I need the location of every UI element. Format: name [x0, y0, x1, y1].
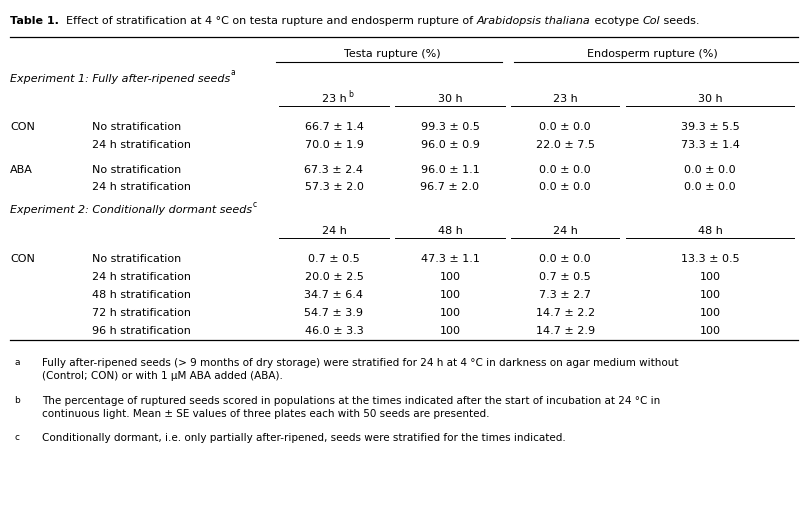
Point	[500, 103, 510, 109]
Text: 23 h: 23 h	[322, 94, 346, 104]
Text: ecotype: ecotype	[590, 16, 642, 27]
Text: 100: 100	[439, 326, 461, 336]
Text: a: a	[230, 68, 235, 78]
Text: 48 h: 48 h	[438, 226, 462, 236]
Text: 24 h: 24 h	[553, 226, 578, 236]
Text: 66.7 ± 1.4: 66.7 ± 1.4	[305, 122, 363, 132]
Text: CON: CON	[10, 254, 35, 264]
Text: 0.0 ± 0.0: 0.0 ± 0.0	[684, 182, 736, 193]
Text: No stratification: No stratification	[92, 254, 182, 264]
Text: 57.3 ± 2.0: 57.3 ± 2.0	[305, 182, 363, 193]
Text: 0.0 ± 0.0: 0.0 ± 0.0	[539, 122, 591, 132]
Text: 48 h stratification: 48 h stratification	[92, 290, 191, 300]
Text: Fully after-ripened seeds (> 9 months of dry storage) were stratified for 24 h a: Fully after-ripened seeds (> 9 months of…	[42, 358, 678, 381]
Text: 96.7 ± 2.0: 96.7 ± 2.0	[421, 182, 479, 193]
Text: 24 h: 24 h	[322, 226, 346, 236]
Point	[790, 235, 799, 241]
Point	[506, 103, 516, 109]
Text: 0.7 ± 0.5: 0.7 ± 0.5	[539, 272, 591, 282]
Text: Conditionally dormant, i.e. only partially after-ripened, seeds were stratified : Conditionally dormant, i.e. only partial…	[42, 433, 566, 444]
Text: 0.0 ± 0.0: 0.0 ± 0.0	[684, 165, 736, 175]
Text: 24 h stratification: 24 h stratification	[92, 272, 191, 282]
Text: 24 h stratification: 24 h stratification	[92, 140, 191, 150]
Text: 67.3 ± 2.4: 67.3 ± 2.4	[305, 165, 363, 175]
Text: 24 h stratification: 24 h stratification	[92, 182, 191, 193]
Text: 46.0 ± 3.3: 46.0 ± 3.3	[305, 326, 363, 336]
Text: 23 h: 23 h	[322, 94, 346, 104]
Point	[790, 103, 799, 109]
Point	[506, 235, 516, 241]
Point	[621, 235, 630, 241]
Text: Testa rupture (%): Testa rupture (%)	[344, 49, 440, 59]
Text: 54.7 ± 3.9: 54.7 ± 3.9	[305, 308, 363, 318]
Text: 0.0 ± 0.0: 0.0 ± 0.0	[539, 182, 591, 193]
Text: CON: CON	[10, 122, 35, 132]
Text: 100: 100	[439, 308, 461, 318]
Text: 13.3 ± 0.5: 13.3 ± 0.5	[681, 254, 739, 264]
Text: 100: 100	[439, 272, 461, 282]
Text: 23 h: 23 h	[553, 94, 578, 104]
Text: 100: 100	[439, 290, 461, 300]
Text: 72 h stratification: 72 h stratification	[92, 308, 191, 318]
Text: 100: 100	[699, 308, 721, 318]
Text: No stratification: No stratification	[92, 122, 182, 132]
Text: 47.3 ± 1.1: 47.3 ± 1.1	[421, 254, 479, 264]
Point	[384, 235, 394, 241]
Text: 30 h: 30 h	[698, 94, 722, 104]
Text: 0.0 ± 0.0: 0.0 ± 0.0	[539, 165, 591, 175]
Text: b: b	[348, 90, 353, 99]
Point	[500, 235, 510, 241]
Point	[793, 59, 800, 65]
Text: 34.7 ± 6.4: 34.7 ± 6.4	[305, 290, 363, 300]
Text: 100: 100	[699, 326, 721, 336]
Text: 99.3 ± 0.5: 99.3 ± 0.5	[421, 122, 479, 132]
Text: No stratification: No stratification	[92, 165, 182, 175]
Text: Experiment 2: Conditionally dormant seeds: Experiment 2: Conditionally dormant seed…	[10, 205, 253, 216]
Text: 14.7 ± 2.2: 14.7 ± 2.2	[536, 308, 594, 318]
Text: 20.0 ± 2.5: 20.0 ± 2.5	[305, 272, 363, 282]
Text: 14.7 ± 2.9: 14.7 ± 2.9	[536, 326, 594, 336]
Text: 0.0 ± 0.0: 0.0 ± 0.0	[539, 254, 591, 264]
Point	[510, 59, 519, 65]
Point	[274, 235, 284, 241]
Text: Col: Col	[642, 16, 660, 27]
Text: 73.3 ± 1.4: 73.3 ± 1.4	[681, 140, 739, 150]
Point	[271, 59, 281, 65]
Text: 7.3 ± 2.7: 7.3 ± 2.7	[539, 290, 591, 300]
Text: 30 h: 30 h	[438, 94, 462, 104]
Text: a: a	[14, 358, 20, 367]
Text: 22.0 ± 7.5: 22.0 ± 7.5	[536, 140, 594, 150]
Text: 70.0 ± 1.9: 70.0 ± 1.9	[305, 140, 363, 150]
Point	[390, 103, 400, 109]
Text: 96.0 ± 0.9: 96.0 ± 0.9	[421, 140, 479, 150]
Text: 96.0 ± 1.1: 96.0 ± 1.1	[421, 165, 479, 175]
Point	[384, 103, 394, 109]
Text: Experiment 1: Fully after-ripened seeds: Experiment 1: Fully after-ripened seeds	[10, 74, 230, 84]
Text: Endosperm rupture (%): Endosperm rupture (%)	[587, 49, 718, 59]
Text: Effect of stratification at 4 °C on testa rupture and endosperm rupture of: Effect of stratification at 4 °C on test…	[59, 16, 477, 27]
Point	[614, 235, 624, 241]
Text: 96 h stratification: 96 h stratification	[92, 326, 191, 336]
Text: c: c	[253, 200, 257, 210]
Text: b: b	[14, 396, 20, 405]
Point	[390, 235, 400, 241]
Point	[497, 59, 506, 65]
Text: Table 1.: Table 1.	[10, 16, 59, 27]
Text: c: c	[14, 433, 19, 443]
Text: 100: 100	[699, 290, 721, 300]
Text: 100: 100	[699, 272, 721, 282]
Text: 39.3 ± 5.5: 39.3 ± 5.5	[681, 122, 739, 132]
Text: 0.7 ± 0.5: 0.7 ± 0.5	[308, 254, 360, 264]
Text: Arabidopsis thaliana: Arabidopsis thaliana	[477, 16, 590, 27]
Text: 48 h: 48 h	[698, 226, 722, 236]
Text: seeds.: seeds.	[660, 16, 699, 27]
Point	[614, 103, 624, 109]
Text: The percentage of ruptured seeds scored in populations at the times indicated af: The percentage of ruptured seeds scored …	[42, 396, 660, 419]
Point	[274, 103, 284, 109]
Point	[621, 103, 630, 109]
Text: ABA: ABA	[10, 165, 34, 175]
